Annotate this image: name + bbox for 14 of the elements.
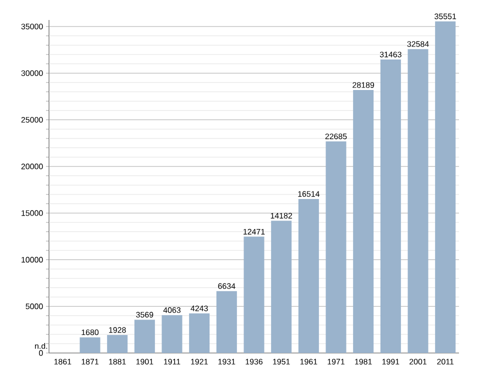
bar (162, 315, 182, 353)
bar (107, 335, 128, 353)
bar (271, 220, 292, 353)
bar (216, 291, 237, 353)
bar (244, 236, 264, 353)
bar (408, 49, 428, 353)
bar (80, 337, 100, 353)
bar (134, 320, 155, 353)
bar (326, 141, 346, 353)
bar (380, 60, 401, 353)
bar (353, 90, 374, 353)
bar (189, 313, 210, 353)
bar (435, 21, 456, 353)
bar (298, 198, 319, 353)
